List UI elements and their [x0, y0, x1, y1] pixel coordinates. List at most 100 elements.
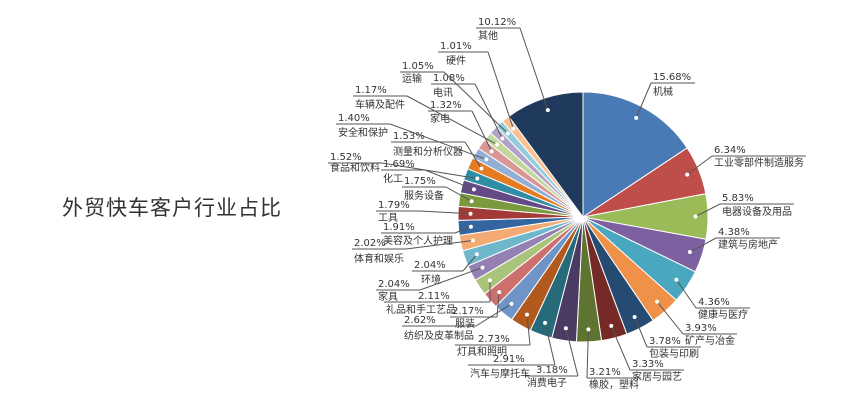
slice-percent-label: 3.93% — [685, 323, 717, 334]
leader-line — [419, 210, 471, 215]
slice-category-label: 橡胶，塑料 — [589, 378, 639, 391]
leader-line — [675, 279, 697, 309]
leader-line — [586, 329, 589, 379]
slice-category-label: 体育和娱乐 — [354, 252, 404, 265]
leader-line — [445, 186, 472, 202]
leader-line — [405, 240, 474, 250]
slice-category-label: 测量和分析仪器 — [393, 145, 463, 158]
leader-dot — [471, 187, 476, 192]
slice-percent-label: 1.52% — [330, 152, 362, 163]
slice-percent-label: 2.04% — [378, 279, 410, 290]
leader-line — [406, 95, 498, 145]
leader-dot — [500, 136, 505, 141]
leader-line — [634, 316, 648, 348]
leader-line — [689, 237, 717, 253]
slice-category-label: 服装 — [455, 317, 475, 330]
leader-dot — [511, 126, 516, 131]
leader-dot — [497, 290, 502, 295]
leader-dot — [509, 301, 514, 306]
leader-line — [526, 314, 531, 346]
leader-dot — [609, 323, 614, 328]
slices — [457, 91, 709, 343]
leader-dot — [655, 299, 660, 304]
leader-line — [610, 325, 631, 371]
leader-dot — [480, 265, 485, 270]
leader-dot — [475, 176, 480, 181]
leader-line — [496, 292, 500, 318]
leader-line — [424, 169, 475, 190]
slice-category-label: 灯具和照明 — [457, 346, 507, 358]
slice-percent-label: 6.34% — [714, 145, 746, 156]
slice-category-label: 车辆及配件 — [355, 98, 405, 111]
slice-category-label: 其他 — [478, 29, 498, 42]
slice-percent-label: 15.68% — [653, 72, 691, 83]
slice-percent-label: 1.05% — [402, 61, 434, 72]
slice-category-label: 家电 — [430, 112, 450, 125]
leader-line — [454, 226, 472, 234]
slice-category-label: 硬件 — [446, 55, 466, 67]
slice-percent-label: 3.21% — [589, 367, 621, 378]
leader-line — [419, 267, 483, 291]
slice-category-label: 汽车与摩托车 — [470, 367, 530, 380]
leader-line — [443, 71, 509, 134]
slice-category-label: 建筑与房地产 — [718, 238, 778, 251]
slice-category-label: 工具 — [378, 212, 398, 224]
slice-category-label: 食品和饮料 — [330, 161, 380, 174]
leader-dot — [545, 108, 550, 113]
slice-category-label: 家具 — [378, 290, 398, 303]
pie-slice-0[interactable] — [582, 91, 688, 218]
slice-category-label: 安全和保护 — [338, 126, 388, 139]
slice-category-label: 电讯 — [433, 86, 453, 99]
slice-percent-label: 2.17% — [452, 306, 484, 317]
slice-category-label: 矿产与冶金 — [685, 334, 735, 347]
leader-line — [474, 83, 503, 139]
leader-dot — [687, 250, 692, 255]
leader-dot — [468, 224, 473, 229]
slice-percent-label: 1.79% — [378, 200, 410, 211]
leader-line — [487, 51, 514, 129]
leader-dot — [474, 252, 479, 257]
leader-line — [389, 123, 487, 160]
slice-percent-label: 1.08% — [433, 73, 465, 84]
slice-percent-label: 10.12% — [478, 17, 516, 28]
leader-dot — [495, 142, 500, 147]
leader-dot — [505, 131, 510, 136]
chart-title: 外贸快车客户行业占比 — [62, 196, 282, 220]
leader-line — [519, 27, 549, 111]
leader-dot — [468, 211, 473, 216]
slice-percent-label: 1.53% — [393, 131, 425, 142]
slice-category-label: 运输 — [402, 72, 422, 85]
slice-category-label: 化工 — [383, 172, 403, 185]
leader-dot — [563, 326, 568, 331]
slice-category-label: 美容及个人护理 — [383, 234, 453, 247]
slice-category-label: 健康与医疗 — [698, 308, 748, 321]
slice-category-label: 工业零部件制造服务 — [714, 156, 804, 169]
slice-percent-label: 3.18% — [536, 365, 568, 376]
leader-line — [544, 322, 556, 366]
slice-category-label: 纺织及皮革制品 — [404, 329, 474, 342]
slice-percent-label: 1.01% — [440, 41, 472, 52]
slice-percent-label: 5.83% — [722, 193, 754, 204]
leader-dot — [674, 277, 679, 282]
slice-percent-label: 2.62% — [404, 315, 436, 326]
leader-dot — [487, 278, 492, 283]
slice-percent-label: 4.36% — [698, 297, 730, 308]
slice-category-label: 礼品和手工艺品 — [386, 303, 456, 316]
slice-category-label: 包装与印刷 — [649, 347, 699, 360]
slice-category-label: 消费电子 — [527, 376, 567, 389]
leader-line — [695, 203, 721, 217]
leader-line — [464, 141, 482, 169]
leader-line — [635, 82, 652, 119]
slice-percent-label: 2.02% — [354, 238, 386, 249]
slice-percent-label: 2.73% — [478, 334, 510, 345]
leader-line — [686, 155, 713, 176]
slice-percent-label: 2.11% — [418, 291, 450, 302]
leader-dot — [586, 327, 591, 332]
slice-percent-label: 1.40% — [338, 113, 370, 124]
slice-percent-label: 2.04% — [414, 260, 446, 271]
slice-category-label: 家居与园艺 — [632, 370, 682, 383]
leader-line — [475, 303, 512, 327]
leader-dot — [634, 115, 639, 120]
slice-percent-label: 1.17% — [355, 85, 387, 96]
